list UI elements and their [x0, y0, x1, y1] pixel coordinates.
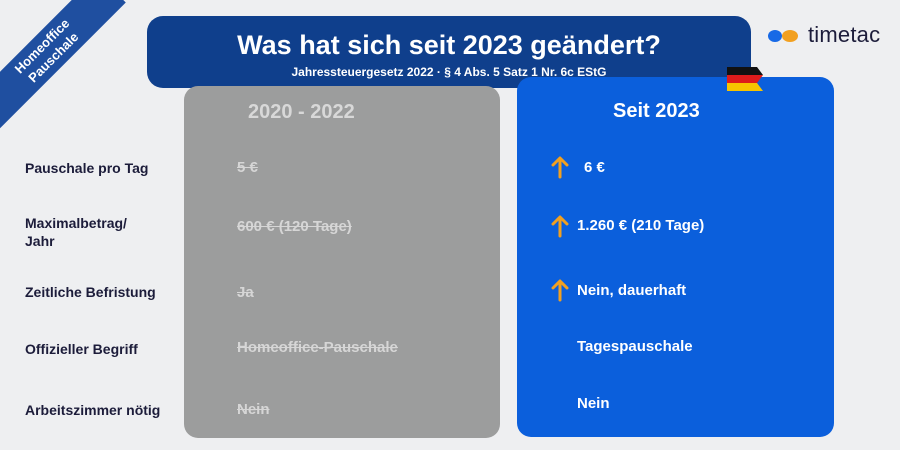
- row-label-max-amount-line2: Jahr: [25, 233, 55, 249]
- arrow-up-icon: [551, 279, 569, 302]
- row-label-time-limit: Zeitliche Befristung: [25, 284, 156, 300]
- header-banner: Was hat sich seit 2023 geändert? Jahress…: [147, 16, 751, 88]
- old-value-workroom-required: Nein: [237, 401, 270, 418]
- arrow-up-icon: [551, 156, 569, 179]
- new-value-max-amount: 1.260 € (210 Tage): [577, 217, 705, 234]
- old-value-daily-rate: 5 €: [237, 159, 258, 176]
- arrow-up-icon: [551, 215, 569, 238]
- old-value-max-amount: 600 € (120 Tage): [237, 218, 352, 235]
- new-value-time-limit: Nein, dauerhaft: [577, 282, 687, 299]
- column-old: 2020 - 2022: [184, 86, 500, 438]
- logo-text: timetac: [808, 22, 881, 47]
- column-new: Seit 2023: [517, 77, 834, 437]
- logo-mark-icon: [768, 27, 800, 43]
- new-value-workroom-required: Nein: [577, 395, 610, 412]
- old-value-official-term: Homeoffice-Pauschale: [237, 339, 398, 356]
- brand-logo: timetac: [768, 22, 880, 48]
- ribbon-banner: Homeoffice Pauschale: [0, 0, 126, 130]
- page-subtitle: Jahressteuergesetz 2022 · § 4 Abs. 5 Sat…: [291, 65, 607, 79]
- page-title: Was hat sich seit 2023 geändert?: [237, 30, 661, 60]
- column-old-header: 2020 - 2022: [248, 101, 355, 123]
- column-new-header: Seit 2023: [613, 100, 700, 122]
- corner-ribbon: Homeoffice Pauschale: [0, 0, 150, 150]
- new-value-official-term: Tagespauschale: [577, 338, 693, 355]
- row-label-max-amount-line1: Maximalbetrag/: [25, 215, 127, 231]
- row-label-official-term: Offizieller Begriff: [25, 341, 138, 357]
- old-value-time-limit: Ja: [237, 284, 254, 301]
- row-label-daily-rate: Pauschale pro Tag: [25, 160, 149, 176]
- german-flag-icon: [727, 67, 763, 91]
- row-label-max-amount: Maximalbetrag/ Jahr: [25, 214, 127, 250]
- row-label-workroom-required: Arbeitszimmer nötig: [25, 402, 161, 418]
- new-value-daily-rate: 6 €: [584, 159, 605, 176]
